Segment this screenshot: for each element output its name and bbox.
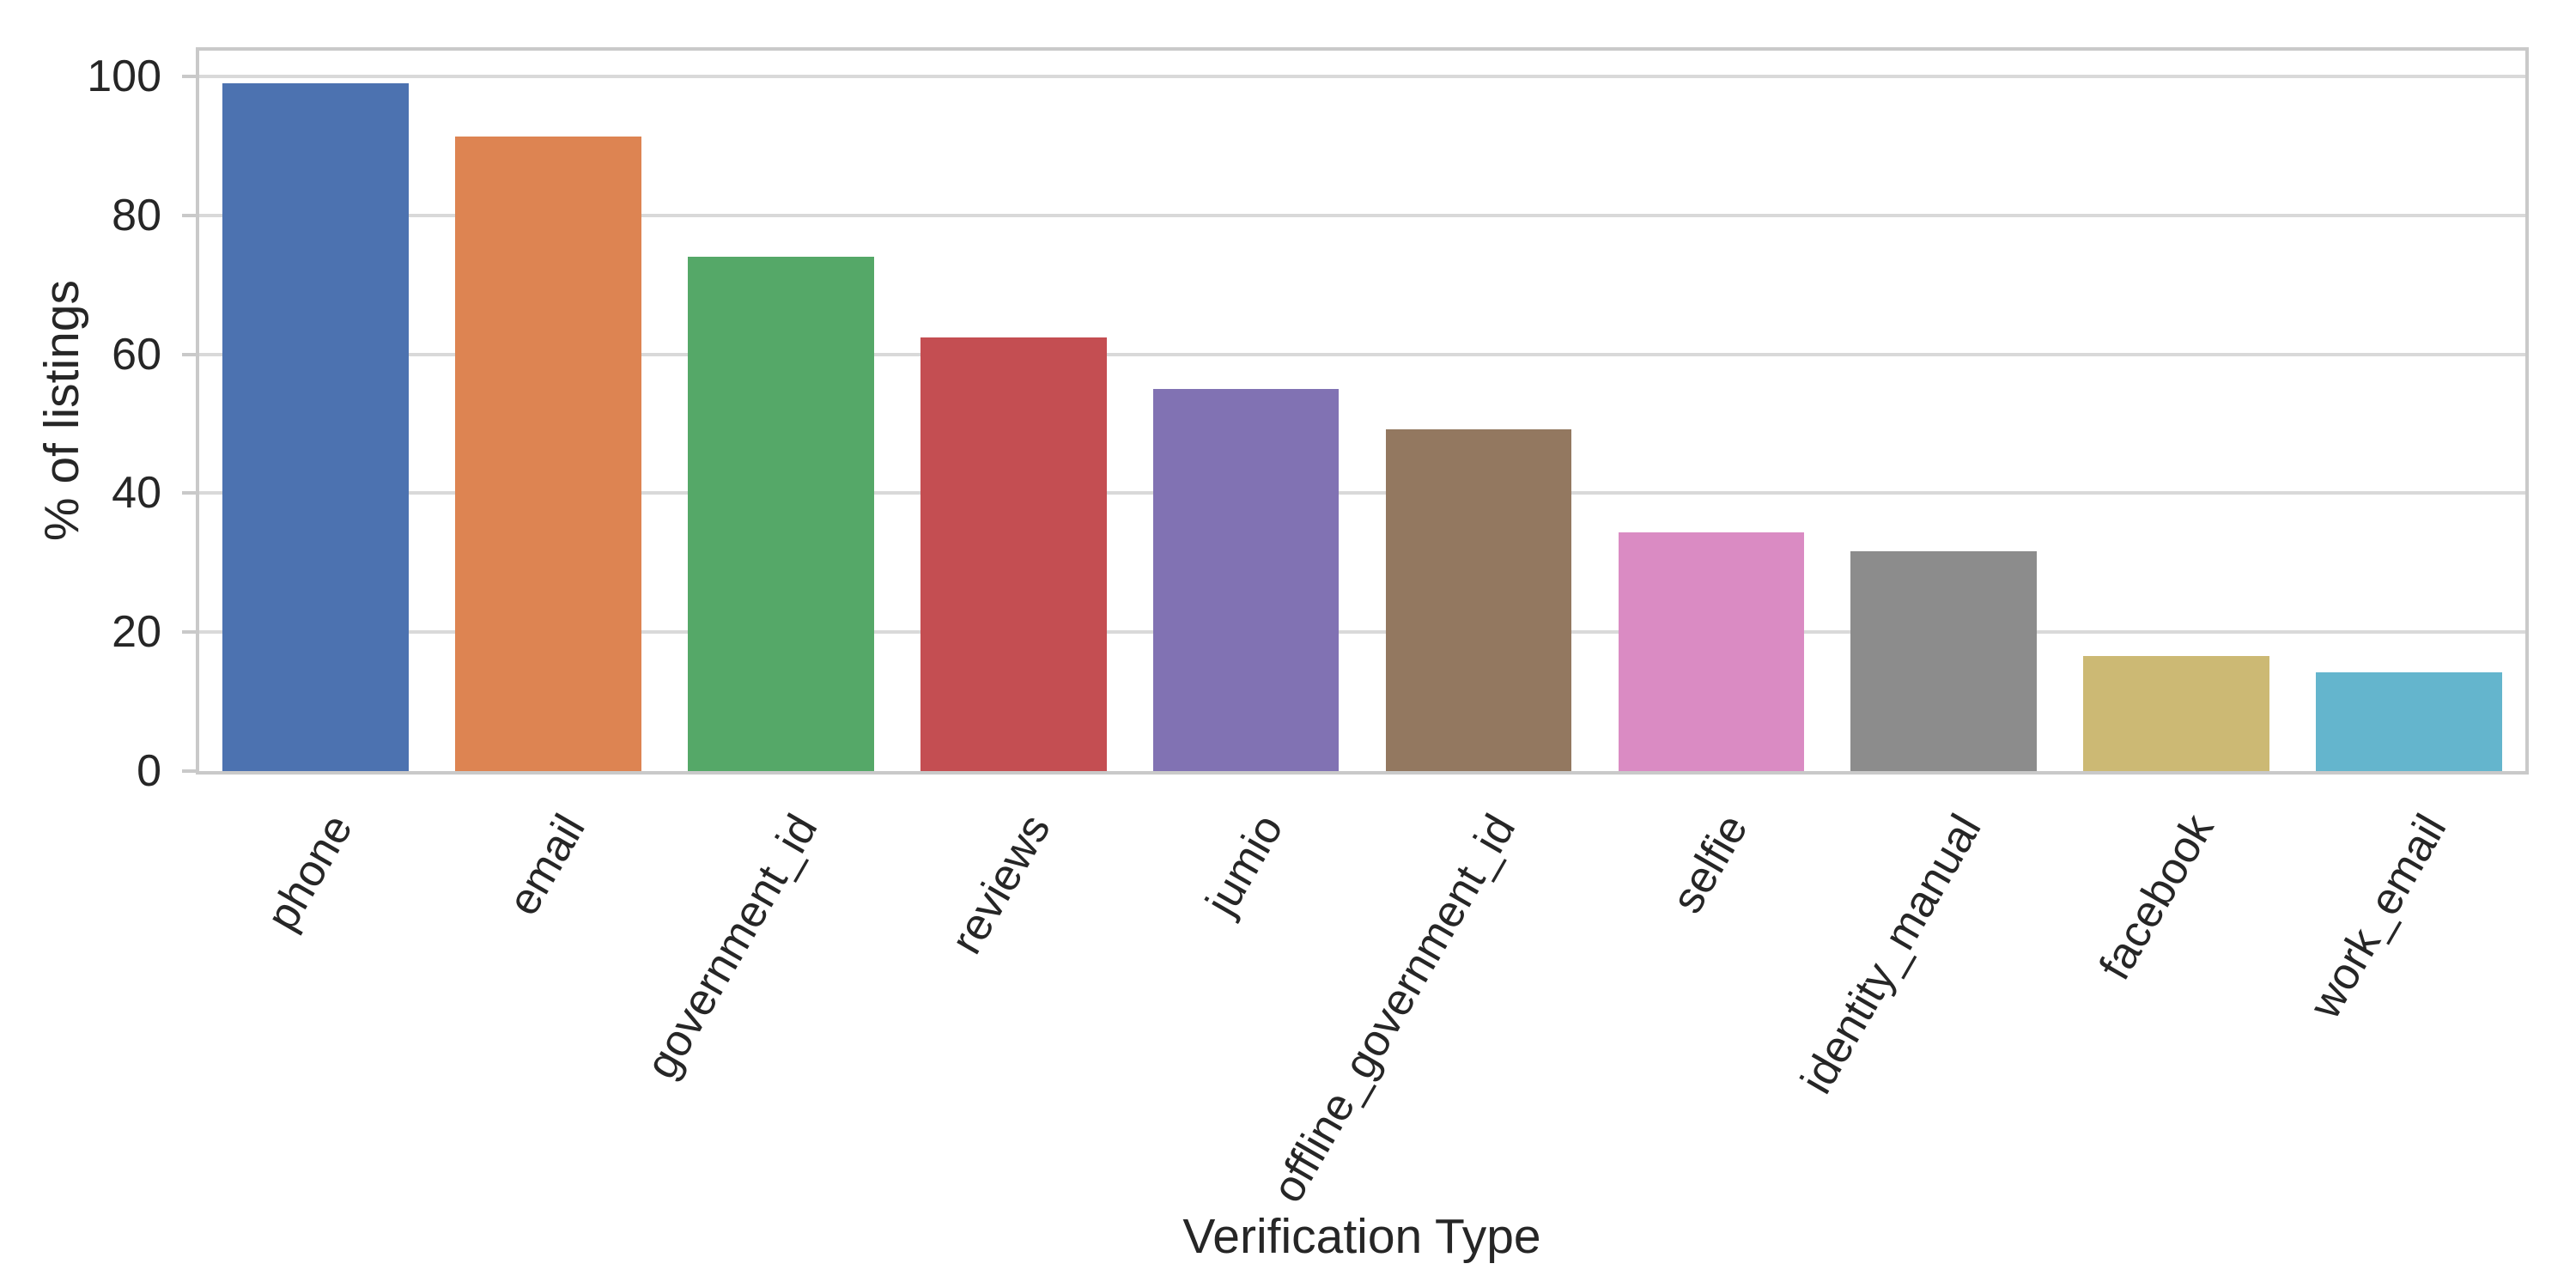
bar-slot-reviews bbox=[897, 51, 1130, 771]
bar-government_id bbox=[687, 257, 874, 771]
bar-slot-facebook bbox=[2060, 51, 2293, 771]
y-tick-mark-20 bbox=[182, 630, 196, 635]
bar-slot-work_email bbox=[2293, 51, 2525, 771]
bar-slot-jumio bbox=[1130, 51, 1363, 771]
bar-email bbox=[455, 136, 641, 771]
bar-selfie bbox=[1618, 532, 1805, 771]
y-tick-mark-80 bbox=[182, 213, 196, 217]
y-tick-label-100: 100 bbox=[87, 51, 161, 101]
bar-slot-phone bbox=[199, 51, 432, 771]
y-tick-label-60: 60 bbox=[112, 329, 161, 380]
bar-reviews bbox=[920, 337, 1107, 771]
y-axis-label: % of listings bbox=[34, 279, 89, 542]
bar-jumio bbox=[1152, 389, 1340, 771]
bars-group bbox=[199, 51, 2525, 771]
bar-slot-selfie bbox=[1595, 51, 1827, 771]
bar-work_email bbox=[2316, 672, 2502, 771]
bar-slot-offline_government_id bbox=[1363, 51, 1595, 771]
y-tick-label-80: 80 bbox=[112, 190, 161, 240]
gridline-100 bbox=[199, 74, 2525, 78]
gridline-20 bbox=[199, 630, 2525, 635]
gridline-60 bbox=[199, 352, 2525, 356]
bar-slot-email bbox=[432, 51, 665, 771]
bar-facebook bbox=[2083, 655, 2270, 771]
x-axis-label: Verification Type bbox=[1182, 1209, 1541, 1264]
y-tick-mark-60 bbox=[182, 352, 196, 356]
y-tick-label-20: 20 bbox=[112, 607, 161, 658]
y-tick-mark-0 bbox=[182, 769, 196, 773]
bar-offline_government_id bbox=[1385, 428, 1572, 771]
y-tick-mark-100 bbox=[182, 74, 196, 78]
y-tick-label-40: 40 bbox=[112, 468, 161, 519]
gridline-80 bbox=[199, 213, 2525, 217]
plot-area bbox=[196, 47, 2529, 775]
y-tick-mark-40 bbox=[182, 491, 196, 495]
bar-phone bbox=[222, 83, 409, 771]
bar-identity_manual bbox=[1850, 551, 2038, 771]
bar-slot-government_id bbox=[665, 51, 897, 771]
bar-slot-identity_manual bbox=[1827, 51, 2060, 771]
y-tick-label-0: 0 bbox=[137, 746, 161, 796]
gridline-40 bbox=[199, 491, 2525, 495]
